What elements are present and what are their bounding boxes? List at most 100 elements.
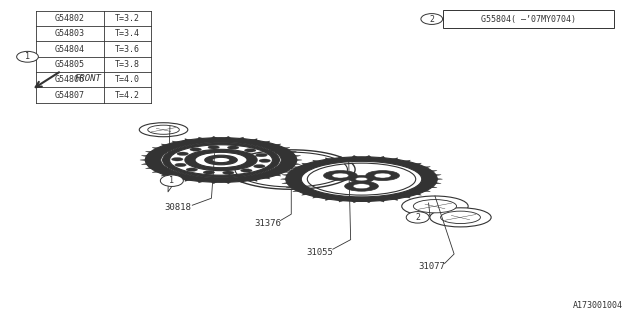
- Text: 2: 2: [415, 213, 420, 222]
- Text: 30818: 30818: [164, 203, 191, 212]
- Polygon shape: [351, 155, 358, 158]
- Text: G54803: G54803: [55, 29, 85, 38]
- Polygon shape: [325, 198, 332, 201]
- Ellipse shape: [208, 146, 220, 149]
- Polygon shape: [141, 155, 150, 157]
- Text: 2: 2: [429, 14, 435, 23]
- Text: G55804( –’07MY0704): G55804( –’07MY0704): [481, 14, 576, 23]
- Polygon shape: [288, 167, 297, 169]
- Polygon shape: [325, 158, 332, 160]
- Ellipse shape: [332, 173, 349, 178]
- Text: 31077: 31077: [419, 262, 445, 271]
- Text: T=3.8: T=3.8: [115, 60, 140, 69]
- Polygon shape: [282, 182, 290, 184]
- Ellipse shape: [244, 148, 256, 152]
- Polygon shape: [391, 198, 397, 201]
- Circle shape: [406, 212, 429, 223]
- Circle shape: [17, 51, 38, 62]
- Ellipse shape: [140, 123, 188, 137]
- Ellipse shape: [241, 169, 252, 172]
- Ellipse shape: [355, 177, 367, 181]
- Polygon shape: [172, 141, 179, 143]
- FancyBboxPatch shape: [444, 10, 614, 28]
- Polygon shape: [251, 179, 257, 181]
- Ellipse shape: [374, 173, 391, 178]
- Ellipse shape: [177, 152, 188, 156]
- Polygon shape: [301, 163, 310, 165]
- Ellipse shape: [186, 168, 198, 172]
- Polygon shape: [429, 170, 437, 172]
- Ellipse shape: [353, 184, 370, 189]
- Text: G54806: G54806: [55, 75, 85, 84]
- Polygon shape: [251, 139, 257, 141]
- Polygon shape: [238, 180, 244, 183]
- Polygon shape: [141, 163, 150, 165]
- Ellipse shape: [440, 211, 481, 224]
- Ellipse shape: [205, 155, 237, 165]
- Polygon shape: [273, 144, 281, 146]
- Polygon shape: [172, 177, 179, 179]
- Polygon shape: [435, 178, 443, 180]
- Polygon shape: [292, 190, 301, 192]
- Ellipse shape: [365, 171, 399, 180]
- Ellipse shape: [413, 200, 456, 213]
- Polygon shape: [292, 163, 301, 165]
- Ellipse shape: [259, 159, 271, 163]
- Polygon shape: [161, 144, 169, 146]
- Text: 1: 1: [25, 52, 30, 61]
- Polygon shape: [140, 159, 148, 161]
- Polygon shape: [433, 182, 441, 184]
- Polygon shape: [288, 151, 297, 153]
- Polygon shape: [152, 171, 161, 172]
- Polygon shape: [145, 167, 154, 169]
- Ellipse shape: [145, 138, 297, 182]
- Circle shape: [421, 13, 443, 24]
- Ellipse shape: [430, 208, 491, 227]
- Circle shape: [161, 175, 183, 187]
- Ellipse shape: [170, 145, 273, 175]
- Polygon shape: [262, 177, 270, 179]
- Text: T=4.2: T=4.2: [115, 91, 140, 100]
- Text: FRONT: FRONT: [74, 74, 101, 83]
- Polygon shape: [238, 137, 244, 140]
- Polygon shape: [292, 166, 301, 169]
- Text: G54807: G54807: [55, 91, 85, 100]
- Ellipse shape: [203, 171, 214, 174]
- Ellipse shape: [163, 143, 280, 177]
- Polygon shape: [433, 174, 441, 176]
- Ellipse shape: [307, 163, 416, 195]
- Polygon shape: [378, 200, 385, 202]
- Polygon shape: [365, 201, 372, 203]
- Ellipse shape: [324, 171, 357, 180]
- Polygon shape: [422, 190, 431, 192]
- Polygon shape: [161, 174, 169, 176]
- Ellipse shape: [349, 176, 374, 183]
- Polygon shape: [211, 136, 218, 139]
- Ellipse shape: [402, 196, 468, 216]
- Polygon shape: [294, 159, 302, 161]
- Polygon shape: [282, 174, 290, 176]
- Text: 31376: 31376: [254, 219, 281, 228]
- Polygon shape: [198, 137, 204, 140]
- Text: 31055: 31055: [307, 248, 333, 257]
- Polygon shape: [286, 170, 294, 172]
- Polygon shape: [273, 174, 281, 176]
- Text: 1: 1: [170, 176, 174, 185]
- Ellipse shape: [301, 161, 422, 197]
- Polygon shape: [413, 193, 422, 195]
- Ellipse shape: [212, 157, 230, 163]
- Ellipse shape: [286, 157, 437, 202]
- Ellipse shape: [195, 152, 247, 168]
- Polygon shape: [391, 158, 397, 160]
- Polygon shape: [225, 136, 231, 139]
- Ellipse shape: [227, 146, 239, 149]
- Text: A173001004: A173001004: [573, 301, 623, 310]
- Polygon shape: [262, 141, 270, 143]
- Polygon shape: [312, 160, 320, 163]
- Polygon shape: [145, 151, 154, 153]
- Polygon shape: [378, 156, 385, 159]
- Polygon shape: [351, 201, 358, 203]
- Polygon shape: [403, 196, 410, 198]
- Polygon shape: [403, 160, 410, 163]
- Text: T=3.6: T=3.6: [115, 44, 140, 54]
